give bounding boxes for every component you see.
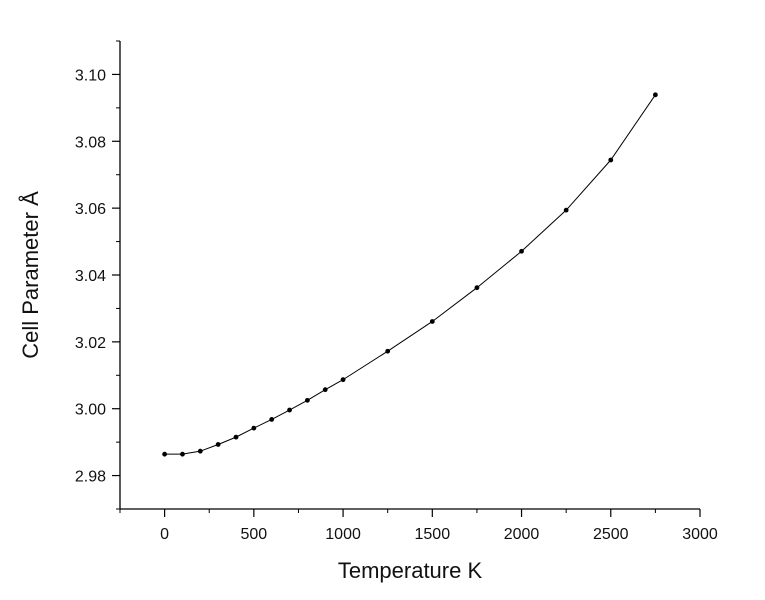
x-axis-title: Temperature K <box>338 558 483 583</box>
series-line <box>164 94 656 455</box>
y-tick-label: 3.08 <box>75 134 106 151</box>
data-point <box>287 407 292 413</box>
data-point <box>474 285 480 291</box>
x-tick-label: 3000 <box>682 526 718 543</box>
y-tick-label: 3.02 <box>75 335 106 352</box>
data-point <box>608 157 614 163</box>
series-layer <box>162 92 658 457</box>
data-point <box>233 434 239 440</box>
x-tick-label: 1500 <box>415 526 451 543</box>
data-point <box>385 348 391 354</box>
data-point <box>162 451 168 457</box>
data-point <box>215 442 221 447</box>
y-ticks: 2.98 3.00 3.02 3.04 3.06 3.08 3.10 <box>75 40 120 510</box>
data-point <box>304 397 310 403</box>
plot-area: 0 500 1000 1500 2000 2500 3000 2.98 3.00 3.02 3.0… <box>75 40 718 543</box>
data-point <box>429 319 435 324</box>
data-point <box>652 92 658 98</box>
data-point <box>180 451 185 457</box>
data-point <box>340 377 346 383</box>
y-axis-title: Cell Parameter Å <box>18 191 43 359</box>
y-tick-label: 3.10 <box>75 67 106 84</box>
data-point <box>322 387 328 393</box>
data-point <box>197 448 203 454</box>
x-tick-label: 2000 <box>504 526 540 543</box>
x-tick-label: 1000 <box>325 526 361 543</box>
y-tick-label: 3.00 <box>75 402 106 419</box>
y-tick-label: 3.06 <box>75 201 106 218</box>
data-point <box>251 425 257 431</box>
x-tick-label: 2500 <box>593 526 629 543</box>
y-tick-label: 2.98 <box>75 469 106 486</box>
data-point <box>519 248 524 254</box>
x-ticks: 0 500 1000 1500 2000 2500 3000 <box>119 509 718 543</box>
data-point <box>269 417 275 422</box>
y-tick-label: 3.04 <box>75 268 106 285</box>
data-point <box>563 207 569 213</box>
x-tick-label: 500 <box>240 526 267 543</box>
x-tick-label: 0 <box>160 526 169 543</box>
